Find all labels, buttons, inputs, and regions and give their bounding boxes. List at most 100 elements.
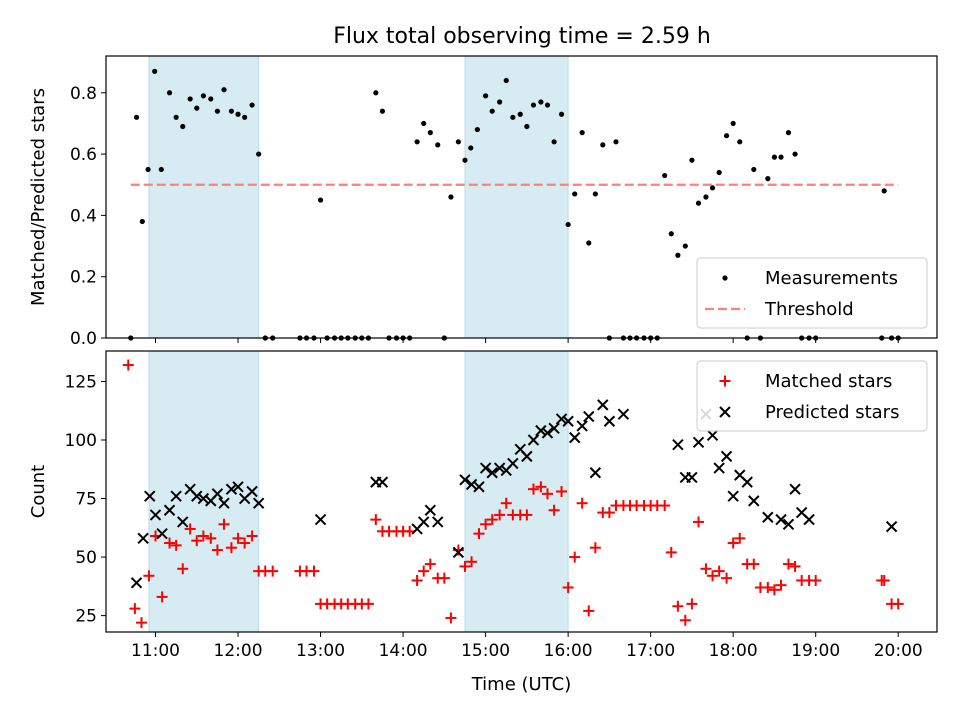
marker-stroke xyxy=(527,434,540,446)
x-tick-label: 16:00 xyxy=(544,641,593,661)
data-point xyxy=(435,142,441,148)
data-point xyxy=(418,516,430,528)
data-point xyxy=(524,123,530,130)
data-point xyxy=(497,99,503,105)
data-point xyxy=(686,598,698,610)
data-point xyxy=(493,462,506,474)
legend xyxy=(696,360,928,432)
data-point xyxy=(197,530,209,542)
data-point xyxy=(362,598,374,610)
data-point xyxy=(730,120,736,127)
data-point xyxy=(432,516,444,528)
data-point xyxy=(695,200,702,206)
data-point xyxy=(427,130,433,136)
marker-stroke xyxy=(782,518,795,530)
marker-stroke xyxy=(514,443,526,456)
y-axis-label: Matched/Predicted stars xyxy=(28,88,49,306)
data-point xyxy=(242,114,248,120)
data-point xyxy=(775,579,787,591)
data-point xyxy=(617,408,630,420)
data-point xyxy=(765,176,771,182)
data-point xyxy=(775,513,787,526)
legend-marker xyxy=(722,275,728,281)
data-point xyxy=(720,450,733,463)
data-point xyxy=(317,197,324,203)
data-point xyxy=(489,108,495,114)
data-point xyxy=(600,142,606,148)
data-point xyxy=(180,123,186,130)
data-point xyxy=(535,481,547,493)
data-point xyxy=(462,157,468,163)
data-point xyxy=(583,410,595,423)
marker-stroke xyxy=(479,462,492,474)
data-point xyxy=(486,467,498,479)
highlight-span xyxy=(148,55,260,339)
data-point xyxy=(737,139,743,145)
legend-label: Matched stars xyxy=(765,371,892,392)
marker-stroke xyxy=(137,532,149,545)
marker-stroke xyxy=(156,527,168,540)
data-point xyxy=(527,483,539,495)
data-point xyxy=(682,243,688,249)
data-point xyxy=(709,185,716,191)
data-point xyxy=(418,565,430,577)
data-point xyxy=(194,105,200,111)
legend xyxy=(696,257,928,329)
data-point xyxy=(191,490,203,502)
data-point xyxy=(686,471,698,484)
data-point xyxy=(252,497,265,509)
y-tick-label: 125 xyxy=(65,372,97,392)
data-point xyxy=(613,139,619,145)
chart-title: Flux total observing time = 2.59 h xyxy=(333,24,711,49)
data-point xyxy=(672,600,684,612)
data-point xyxy=(762,582,774,594)
marker-stroke xyxy=(706,429,719,442)
data-point xyxy=(314,513,327,526)
panel-2 xyxy=(101,350,938,637)
data-point xyxy=(246,485,258,498)
marker-stroke xyxy=(535,424,547,437)
marker-stroke xyxy=(562,415,574,427)
data-point xyxy=(129,603,141,615)
marker-stroke xyxy=(686,471,698,484)
data-point xyxy=(122,359,134,371)
data-point xyxy=(421,120,427,127)
data-point xyxy=(672,438,684,451)
marker-stroke xyxy=(589,467,602,479)
data-point xyxy=(211,488,224,500)
marker-stroke xyxy=(603,415,616,427)
data-point xyxy=(693,516,705,528)
data-point xyxy=(158,166,164,173)
data-point xyxy=(892,598,904,610)
data-point xyxy=(592,191,598,197)
data-point xyxy=(716,169,722,176)
data-point xyxy=(156,527,168,540)
x-axis-label: Time (UTC) xyxy=(471,674,572,695)
data-point xyxy=(166,90,173,96)
data-point xyxy=(152,68,158,74)
marker-stroke xyxy=(507,457,519,470)
marker-stroke xyxy=(218,497,230,509)
marker-stroke xyxy=(713,462,725,474)
data-point xyxy=(149,509,162,521)
data-point xyxy=(768,584,780,596)
marker-stroke xyxy=(617,408,630,420)
marker-stroke xyxy=(246,485,258,498)
marker-stroke xyxy=(555,413,568,425)
marker-stroke xyxy=(521,450,533,463)
data-point xyxy=(445,612,457,624)
data-point xyxy=(558,111,565,117)
marker-stroke xyxy=(789,483,801,495)
y-tick-label: 0.8 xyxy=(70,84,97,104)
data-point xyxy=(208,96,214,102)
data-point xyxy=(548,504,560,516)
data-point xyxy=(675,252,681,258)
marker-stroke xyxy=(418,516,430,528)
marker-stroke xyxy=(232,481,244,493)
data-point xyxy=(379,108,386,114)
data-point xyxy=(404,525,416,537)
data-point xyxy=(466,556,478,568)
data-point xyxy=(741,476,753,488)
data-point xyxy=(164,537,176,549)
data-point xyxy=(144,490,156,502)
